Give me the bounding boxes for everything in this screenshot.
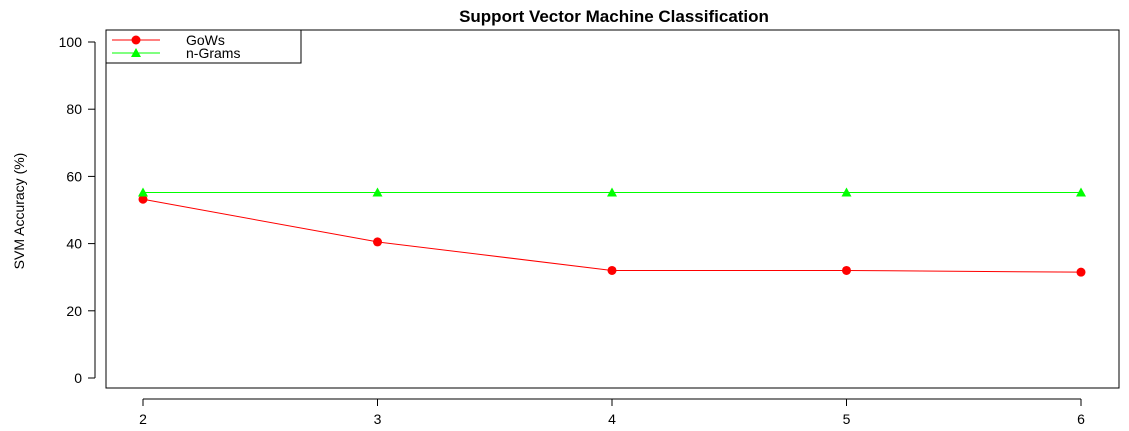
legend-label-gows: GoWs [186, 32, 225, 48]
legend-marker-n-grams [131, 48, 141, 57]
data-point-n-grams [1076, 187, 1086, 197]
y-axis: 0 20 40 60 80 100 [59, 34, 96, 386]
data-point-n-grams [841, 187, 852, 197]
data-point-gows [373, 237, 382, 247]
data-point-gows [607, 265, 617, 275]
y-tick-label: 80 [66, 101, 82, 117]
y-tick-label: 20 [66, 303, 82, 319]
data-point-n-grams [138, 187, 148, 197]
data-point-n-grams [607, 187, 617, 197]
y-axis-label: SVM Accuracy (%) [11, 153, 27, 270]
y-tick-label: 100 [59, 34, 83, 50]
data-point-gows [842, 265, 851, 275]
series-n-grams [138, 187, 1086, 197]
series-gows [138, 194, 1086, 277]
y-tick-label: 40 [66, 236, 82, 252]
chart-title: Support Vector Machine Classification [459, 7, 769, 26]
x-tick-label: 6 [1077, 411, 1085, 427]
plot-frame [105, 29, 1120, 389]
x-tick-label: 5 [843, 411, 851, 427]
y-tick-label: 60 [66, 168, 82, 184]
series-line-gows [142, 198, 1082, 273]
x-tick-label: 4 [608, 411, 616, 427]
data-point-n-grams [372, 187, 383, 197]
y-tick-label: 0 [74, 370, 82, 386]
series-layer [138, 187, 1086, 277]
x-axis: 2 3 4 5 6 [139, 398, 1085, 427]
x-tick-label: 3 [374, 411, 382, 427]
data-point-gows [1076, 267, 1086, 277]
x-tick-label: 2 [139, 411, 147, 427]
legend-label-n-grams: n-Grams [186, 45, 240, 61]
data-point-gows [138, 194, 148, 204]
legend-marker-gows [131, 35, 141, 45]
legend-box [105, 29, 302, 64]
